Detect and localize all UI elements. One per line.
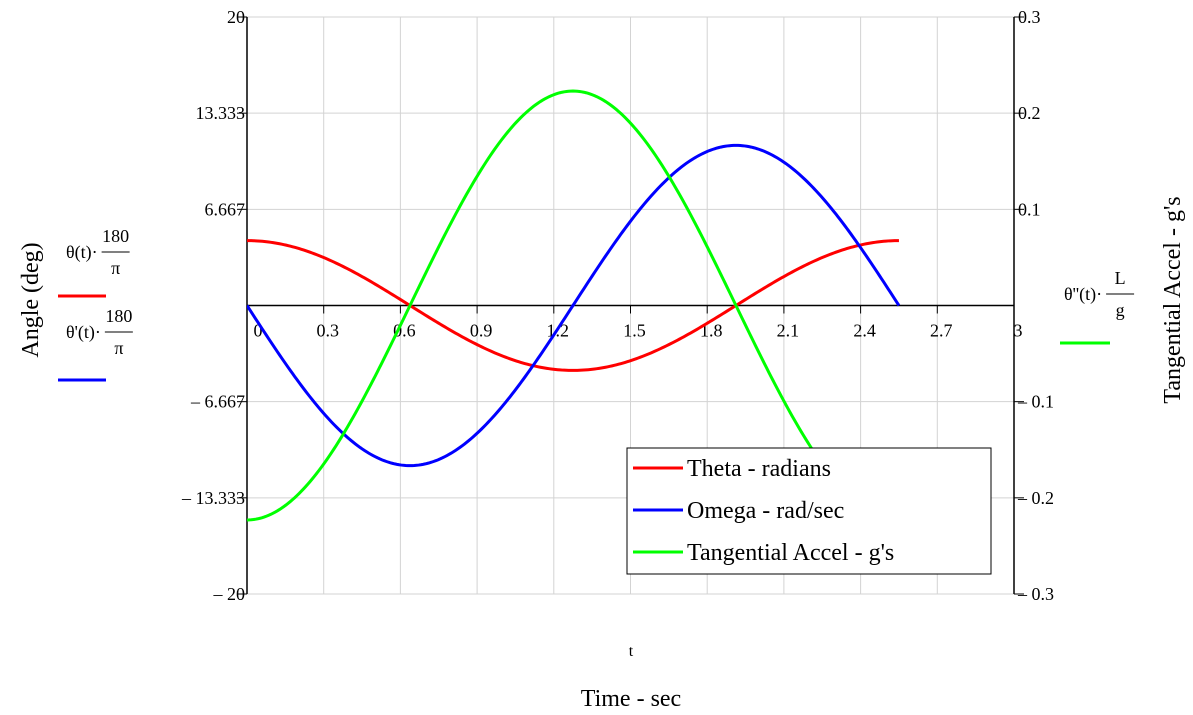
x-tick-label: 0 xyxy=(254,321,263,341)
y-left-tick-label: 20 xyxy=(227,7,245,27)
y-left-tick-label: – 20 xyxy=(213,584,246,604)
y-right-tick-label: – 0.3 xyxy=(1017,584,1054,604)
y-axis-left-title: Angle (deg) xyxy=(18,242,44,357)
y-right-tick-label: 0.3 xyxy=(1018,7,1041,27)
legend-box xyxy=(626,447,992,575)
x-tick-label: 2.7 xyxy=(930,321,953,341)
x-tick-label: 2.1 xyxy=(777,321,800,341)
series-line-2 xyxy=(247,143,901,468)
x-tick-label: 3 xyxy=(1014,321,1023,341)
expression-numerator: 180 xyxy=(105,306,132,326)
legend: Theta - radians Omega - rad/sec Tangential… xyxy=(626,447,992,575)
y-left-tick-label: – 6.667 xyxy=(190,392,245,412)
y-axis-right-title: Tangential Accel - g's xyxy=(1160,196,1186,403)
x-tick-label: 1.8 xyxy=(700,321,723,341)
x-tick-label: 1.5 xyxy=(623,321,646,341)
y-right-tick-label: 0.1 xyxy=(1018,199,1041,219)
series-line-1 xyxy=(247,239,899,372)
expression-prefix: θ'(t)· xyxy=(66,322,101,343)
x-axis-title: Time - sec xyxy=(581,686,681,712)
expression-numerator: L xyxy=(1115,268,1126,288)
expression-prefix: θ''(t)· xyxy=(1064,284,1102,305)
y-left-tick-label: – 13.333 xyxy=(181,488,245,508)
x-axis-expression: t xyxy=(629,643,634,660)
y-right-tick-label: – 0.1 xyxy=(1017,392,1054,412)
y-left-tick-label: 13.333 xyxy=(196,103,246,123)
x-tick-label: 2.4 xyxy=(853,321,876,341)
series-line-3 xyxy=(247,89,899,522)
y-right-tick-label: 0.2 xyxy=(1018,103,1041,123)
trace-expression-2: θ'(t)·180 π xyxy=(58,306,133,382)
y-left-tick-label: 6.667 xyxy=(205,199,246,219)
expression-numerator: 180 xyxy=(102,226,129,246)
trace-expression-3: θ''(t)· Lg xyxy=(1060,268,1135,345)
expression-prefix: θ(t)· xyxy=(66,242,98,263)
y-right-tick-label: – 0.2 xyxy=(1017,488,1054,508)
trace-expression-1: θ(t)·180 π xyxy=(58,226,130,298)
x-tick-label: 0.9 xyxy=(470,321,493,341)
expression-denominator: π xyxy=(114,338,123,358)
tick-labels: 0 0.3 0.6 0.9 1.2 1.5 1.8 2.1 2.4 2.7 32013.3336.6… xyxy=(181,7,1054,604)
x-tick-label: 0.3 xyxy=(316,321,339,341)
legend-label: Tangential Accel - g's xyxy=(687,540,894,566)
legend-label: Theta - radians xyxy=(687,456,831,482)
expression-denominator: g xyxy=(1116,300,1125,320)
series-lines xyxy=(247,89,901,522)
expression-denominator: π xyxy=(111,258,120,278)
legend-label: Omega - rad/sec xyxy=(687,498,844,524)
